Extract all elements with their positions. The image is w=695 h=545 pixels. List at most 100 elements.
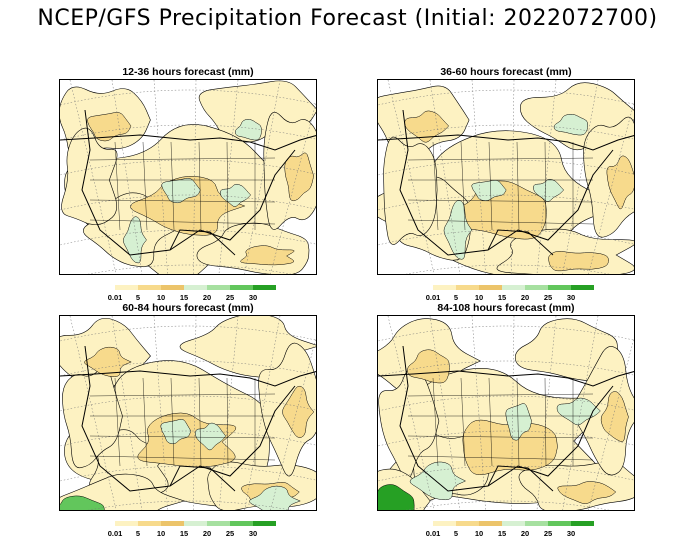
precip-contour bbox=[240, 245, 295, 266]
colorbar-swatch bbox=[571, 521, 594, 526]
latitude-line bbox=[60, 465, 316, 482]
map-svg bbox=[60, 316, 316, 510]
border-line bbox=[60, 370, 316, 387]
state-line bbox=[89, 199, 276, 203]
colorbar-label: 30 bbox=[566, 293, 576, 302]
colorbar-swatch bbox=[502, 285, 525, 290]
state-line bbox=[226, 377, 229, 467]
colorbar-label: 15 bbox=[179, 529, 189, 538]
state-line bbox=[226, 141, 229, 231]
colorbar-label: 0.01 bbox=[107, 293, 123, 302]
colorbar-label: 0.01 bbox=[425, 293, 441, 302]
colorbar-swatch bbox=[161, 285, 184, 290]
colorbar-swatch bbox=[230, 521, 253, 526]
colorbar-label: 20 bbox=[202, 529, 212, 538]
colorbar-swatch bbox=[115, 285, 138, 290]
state-line bbox=[142, 141, 148, 231]
colorbar-swatch bbox=[479, 521, 502, 526]
mexico-border bbox=[487, 465, 554, 492]
state-line bbox=[544, 141, 547, 231]
latitude-line bbox=[60, 360, 316, 377]
latitude-line bbox=[378, 430, 634, 447]
precip-contour bbox=[123, 216, 147, 264]
precip-contour bbox=[407, 349, 450, 384]
precip-contour bbox=[130, 176, 246, 236]
longitude-line bbox=[270, 337, 316, 510]
latitude-line bbox=[378, 395, 634, 412]
colorbar-label: 0.01 bbox=[425, 529, 441, 538]
latitude-line bbox=[378, 194, 634, 211]
state-line bbox=[407, 219, 594, 225]
state-line bbox=[114, 377, 121, 467]
precip-map bbox=[377, 79, 635, 275]
precip-contour bbox=[284, 152, 314, 202]
colorbar-label: 25 bbox=[543, 529, 553, 538]
precip-contour bbox=[220, 183, 252, 207]
state-line bbox=[488, 377, 493, 467]
panel-title: 60-84 hours forecast (mm) bbox=[122, 302, 254, 314]
colorbar-swatch bbox=[138, 285, 161, 290]
latitude-line bbox=[60, 194, 316, 211]
state-line bbox=[198, 377, 202, 467]
latitude-line bbox=[60, 229, 316, 246]
longitude-line bbox=[111, 316, 143, 510]
precip-contour bbox=[160, 419, 192, 445]
longitude-line bbox=[270, 101, 316, 274]
colorbar-label: 10 bbox=[474, 529, 484, 538]
panel-title: 36-60 hours forecast (mm) bbox=[440, 66, 572, 78]
border-line bbox=[378, 134, 634, 151]
latitude-line bbox=[378, 360, 634, 377]
colorbar-swatch bbox=[207, 285, 230, 290]
colorbar-swatch bbox=[548, 285, 571, 290]
state-line bbox=[407, 455, 594, 461]
map-svg bbox=[378, 80, 634, 274]
precip-contour bbox=[471, 180, 507, 201]
latitude-line bbox=[378, 325, 634, 342]
colorbar-swatch bbox=[479, 285, 502, 290]
precip-contour bbox=[553, 113, 588, 136]
longitude-line bbox=[429, 80, 461, 274]
colorbar-swatch bbox=[115, 521, 138, 526]
state-line bbox=[407, 199, 594, 203]
state-line bbox=[407, 393, 594, 397]
panel-title: 84-108 hours forecast (mm) bbox=[437, 302, 575, 314]
latitude-line bbox=[60, 159, 316, 176]
colorbar-swatch bbox=[456, 285, 479, 290]
state-line bbox=[89, 435, 276, 439]
precip-contour bbox=[60, 495, 105, 510]
colorbar-swatch bbox=[207, 521, 230, 526]
colorbar-swatch bbox=[161, 521, 184, 526]
colorbar-swatch bbox=[433, 521, 456, 526]
colorbar-swatch bbox=[138, 521, 161, 526]
colorbar-label: 15 bbox=[497, 529, 507, 538]
colorbar-label: 25 bbox=[543, 293, 553, 302]
colorbar-label: 10 bbox=[156, 293, 166, 302]
map-svg bbox=[60, 80, 316, 274]
state-line bbox=[432, 377, 439, 467]
latitude-line bbox=[378, 159, 634, 176]
panel-title: 12-36 hours forecast (mm) bbox=[122, 66, 254, 78]
colorbar-label: 30 bbox=[248, 529, 258, 538]
colorbar-label: 10 bbox=[156, 529, 166, 538]
latitude-line bbox=[378, 89, 634, 106]
precip-contour bbox=[87, 112, 132, 142]
precip-contour bbox=[557, 481, 617, 504]
state-line bbox=[460, 377, 466, 467]
colorbar-swatch bbox=[184, 521, 207, 526]
border-line bbox=[60, 134, 316, 151]
state-line bbox=[432, 141, 439, 231]
state-line bbox=[170, 377, 175, 467]
latitude-line bbox=[60, 124, 316, 141]
longitude-line bbox=[429, 316, 461, 510]
state-line bbox=[544, 377, 547, 467]
state-line bbox=[198, 141, 202, 231]
latitude-line bbox=[60, 395, 316, 412]
colorbar-label: 25 bbox=[225, 293, 235, 302]
state-line bbox=[407, 435, 594, 439]
latitude-line bbox=[60, 430, 316, 447]
colorbar-swatch bbox=[548, 521, 571, 526]
border-line bbox=[378, 370, 634, 387]
colorbar-label: 5 bbox=[453, 529, 459, 538]
mexico-border bbox=[487, 229, 554, 256]
colorbar-swatch bbox=[230, 285, 253, 290]
